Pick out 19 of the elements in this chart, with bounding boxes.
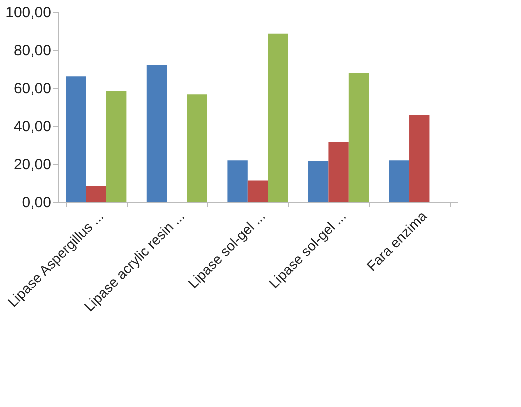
bar bbox=[106, 91, 127, 202]
bar bbox=[66, 76, 86, 202]
bar bbox=[348, 73, 370, 202]
bar bbox=[308, 161, 329, 202]
y-tick-label: 0,00 bbox=[22, 194, 52, 212]
y-tick-label: 40,00 bbox=[14, 118, 52, 136]
y-tick-label: 20,00 bbox=[14, 156, 52, 174]
y-tick-label: 100,00 bbox=[6, 4, 52, 22]
bar bbox=[228, 160, 248, 202]
bar bbox=[187, 94, 208, 202]
bar bbox=[389, 160, 410, 202]
bar bbox=[328, 142, 349, 202]
bar bbox=[248, 180, 268, 202]
bar bbox=[410, 114, 430, 202]
bar bbox=[268, 34, 288, 202]
y-tick-label: 80,00 bbox=[14, 42, 52, 60]
bar bbox=[86, 186, 106, 202]
y-tick-label: 60,00 bbox=[14, 80, 52, 98]
bar bbox=[146, 65, 168, 202]
